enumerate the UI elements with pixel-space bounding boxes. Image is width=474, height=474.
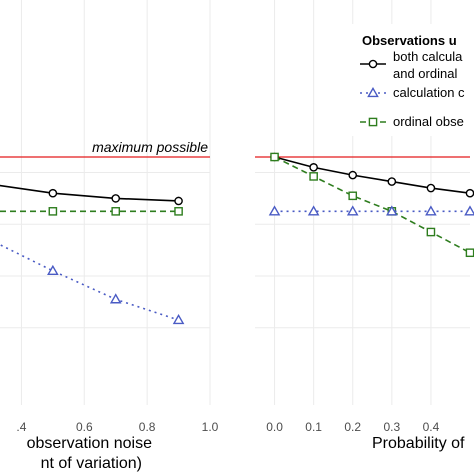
calc-point	[386, 205, 398, 216]
x-tick-label: 0.6	[76, 420, 93, 434]
ordinal-point	[48, 207, 58, 216]
x-tick-label: 0.3	[383, 420, 400, 434]
left-panel-x-tick-labels: .4 0.6 0.8 1.0	[16, 420, 218, 434]
ordinal-point	[270, 152, 279, 162]
calc-series-line	[0, 243, 179, 321]
ordinal-legend-label: ordinal obse	[393, 114, 464, 129]
ordinal-point	[309, 172, 318, 181]
ordinal-point	[174, 207, 183, 216]
x-tick-label: 0.8	[139, 420, 156, 434]
x-tick-label: 1.0	[202, 420, 219, 434]
x-tick-label: 0.2	[344, 420, 361, 434]
left-x-axis-title-line-2: nt of variation)	[41, 455, 142, 472]
both-series-line	[0, 184, 179, 202]
both-series-line	[274, 156, 471, 195]
x-tick-label: 0.4	[423, 420, 440, 434]
left-panel: maximum possible .4 0.6 0.8 1.0 observation…	[0, 0, 219, 472]
both-point	[48, 188, 58, 198]
both-legend-key-marker	[368, 59, 378, 69]
left-x-axis-title-line-1: observation noise	[27, 435, 153, 452]
x-tick-label: .4	[16, 420, 26, 434]
ordinal-point	[111, 207, 121, 216]
x-tick-label: 0.1	[305, 420, 322, 434]
both-point	[465, 188, 474, 198]
right-panel-series	[268, 152, 474, 258]
ordinal-series-line	[274, 156, 471, 254]
ordinal-legend-key-marker	[368, 117, 378, 127]
calc-point	[47, 264, 59, 275]
maximum-possible-annotation: maximum possible	[92, 139, 208, 155]
both-point	[111, 194, 121, 203]
both-point	[348, 170, 358, 180]
calc-point	[346, 205, 359, 216]
calc-point	[425, 205, 437, 216]
calc-legend-label: calculation c	[393, 85, 465, 100]
left-panel-grid	[0, 0, 211, 405]
ordinal-point	[426, 227, 436, 237]
ordinal-point	[348, 191, 358, 201]
calc-point	[109, 293, 122, 304]
legend: Observations u both calcula and ordinal ca…	[352, 24, 474, 136]
left-panel-series	[0, 184, 185, 325]
ordinal-point	[465, 248, 474, 258]
legend-title: Observations u	[362, 33, 457, 48]
both-legend-label: and ordinal	[393, 66, 457, 81]
both-point	[387, 177, 397, 186]
legend-background	[352, 24, 474, 136]
x-tick-label: 0.0	[266, 420, 283, 434]
calc-point	[268, 205, 281, 216]
right-x-axis-title: Probability of	[372, 435, 465, 452]
calc-point	[172, 313, 185, 325]
calc-point	[307, 205, 320, 216]
both-point	[426, 183, 436, 193]
right-panel-x-tick-labels: 0.0 0.1 0.2 0.3 0.4	[266, 420, 439, 434]
legend-entries: both calcula and ordinal calculation c ordi…	[360, 49, 465, 129]
calc-point	[464, 205, 474, 216]
both-legend-label: both calcula	[393, 49, 463, 64]
both-point	[174, 196, 183, 206]
calc-legend-key-marker	[367, 86, 379, 98]
both-point	[309, 163, 318, 172]
